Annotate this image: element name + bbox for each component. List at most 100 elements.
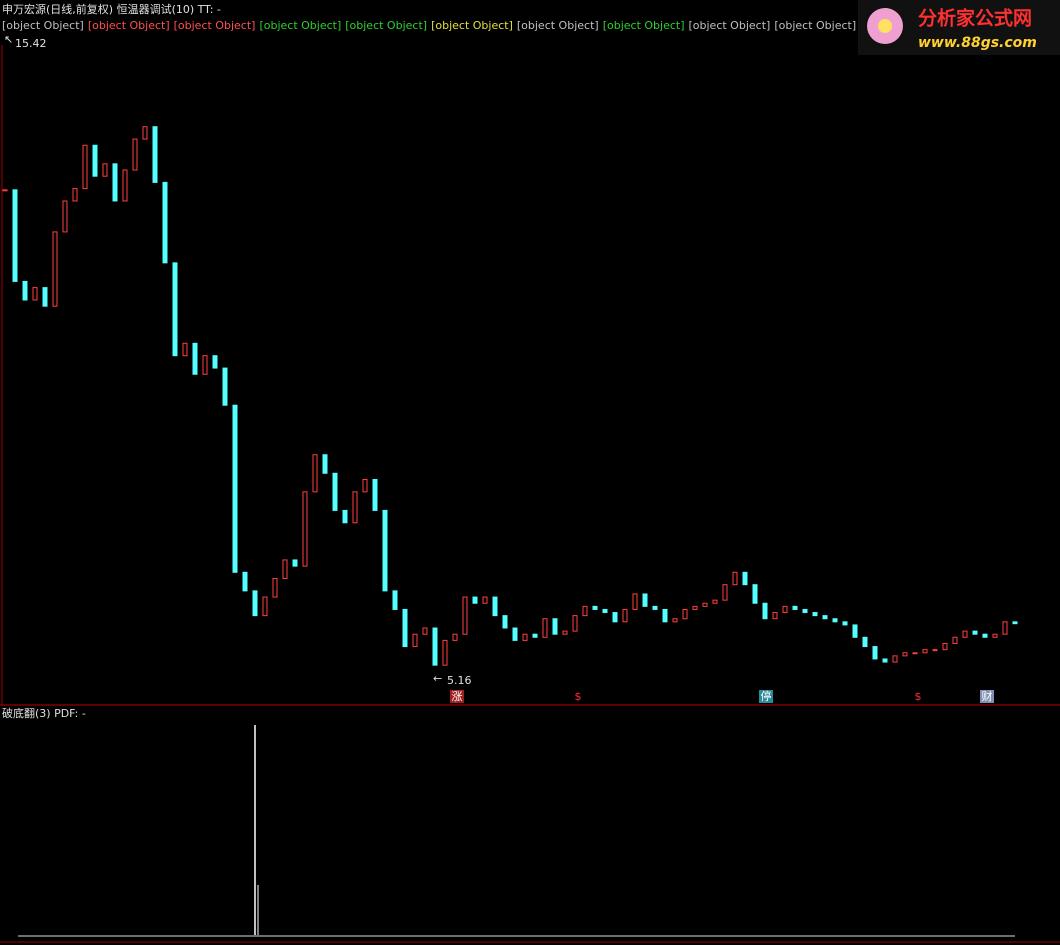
candle xyxy=(202,355,208,375)
candle xyxy=(882,658,888,663)
candle xyxy=(762,602,768,620)
candle xyxy=(712,599,718,604)
candle xyxy=(602,608,608,614)
candle xyxy=(302,491,308,567)
marker: $ xyxy=(575,690,582,703)
candle xyxy=(262,596,268,617)
candle xyxy=(102,163,108,177)
candle xyxy=(612,612,618,623)
candle xyxy=(812,612,818,617)
candle xyxy=(902,652,908,657)
quote-item: [object Object] xyxy=(88,19,170,32)
candle xyxy=(172,262,178,357)
candle xyxy=(452,633,458,641)
candle xyxy=(112,163,118,202)
candle xyxy=(822,615,828,620)
candle xyxy=(332,472,338,511)
candle xyxy=(282,559,288,579)
candle xyxy=(122,169,128,202)
candle xyxy=(352,491,358,524)
candle xyxy=(642,593,648,607)
marker: 财 xyxy=(982,689,993,703)
candle xyxy=(532,633,538,638)
candle xyxy=(492,596,498,617)
candle xyxy=(592,605,598,610)
candle xyxy=(392,590,398,610)
candle xyxy=(992,633,998,638)
candle xyxy=(72,188,78,202)
high-arrow: ↖ xyxy=(4,33,13,46)
candle xyxy=(242,571,248,592)
marker: $ xyxy=(915,690,922,703)
candle xyxy=(232,404,238,573)
candle xyxy=(62,200,68,233)
candle xyxy=(792,605,798,610)
candle xyxy=(192,342,198,375)
quote-item: [object Object] xyxy=(259,19,341,32)
candle xyxy=(702,602,708,607)
candle xyxy=(722,584,728,601)
low-arrow: ← xyxy=(433,672,442,685)
candle xyxy=(952,636,958,644)
candle xyxy=(342,509,348,524)
candles xyxy=(2,126,1018,666)
candle xyxy=(412,633,418,648)
candle xyxy=(892,655,898,663)
candle xyxy=(922,649,928,654)
candle xyxy=(662,608,668,623)
candle xyxy=(212,355,218,369)
candle xyxy=(162,181,168,264)
logo-name: 分析家公式网 xyxy=(918,7,1032,30)
candle xyxy=(82,144,88,190)
candle xyxy=(432,627,438,666)
marker-bg xyxy=(980,690,994,703)
high-label: 15.42 xyxy=(15,37,47,50)
candle xyxy=(32,287,38,301)
marker: 涨 xyxy=(452,690,463,703)
candle xyxy=(972,630,978,635)
candle xyxy=(442,639,448,666)
candle xyxy=(322,454,328,474)
quote-item: [object Object] xyxy=(2,19,84,32)
candle xyxy=(802,608,808,614)
candle xyxy=(732,571,738,586)
candle xyxy=(502,615,508,629)
candle xyxy=(472,596,478,604)
candle xyxy=(582,605,588,617)
candle xyxy=(932,649,938,652)
candle xyxy=(382,509,388,592)
candle xyxy=(312,454,318,493)
indicator-title: 破底翻(3) PDF: - xyxy=(2,706,86,720)
quote-item: [object Object] xyxy=(603,19,685,32)
candle xyxy=(752,584,758,604)
candle xyxy=(782,605,788,614)
candle xyxy=(542,618,548,638)
candle xyxy=(572,615,578,632)
candle xyxy=(872,646,878,660)
candle xyxy=(272,577,278,598)
candle xyxy=(842,621,848,626)
low-label: 5.16 xyxy=(447,674,472,687)
candle xyxy=(772,612,778,620)
candle xyxy=(742,571,748,586)
candle xyxy=(682,608,688,620)
quote-item: [object Object] xyxy=(689,19,771,32)
marker: 停 xyxy=(761,689,772,703)
candle xyxy=(942,642,948,651)
candle xyxy=(402,608,408,648)
candle xyxy=(22,280,28,301)
marker-bg xyxy=(450,690,464,703)
candle xyxy=(512,627,518,641)
candle xyxy=(152,126,158,183)
candle xyxy=(142,126,148,140)
candle xyxy=(912,652,918,655)
candle xyxy=(372,478,378,511)
candle xyxy=(2,189,8,192)
marker-bg xyxy=(759,690,773,703)
candle xyxy=(132,138,138,171)
candle xyxy=(292,559,298,567)
logo-url: www.88gs.com xyxy=(918,35,1037,51)
candle xyxy=(652,605,658,610)
quote-item: [object Object] xyxy=(431,19,513,32)
candle xyxy=(222,367,228,406)
